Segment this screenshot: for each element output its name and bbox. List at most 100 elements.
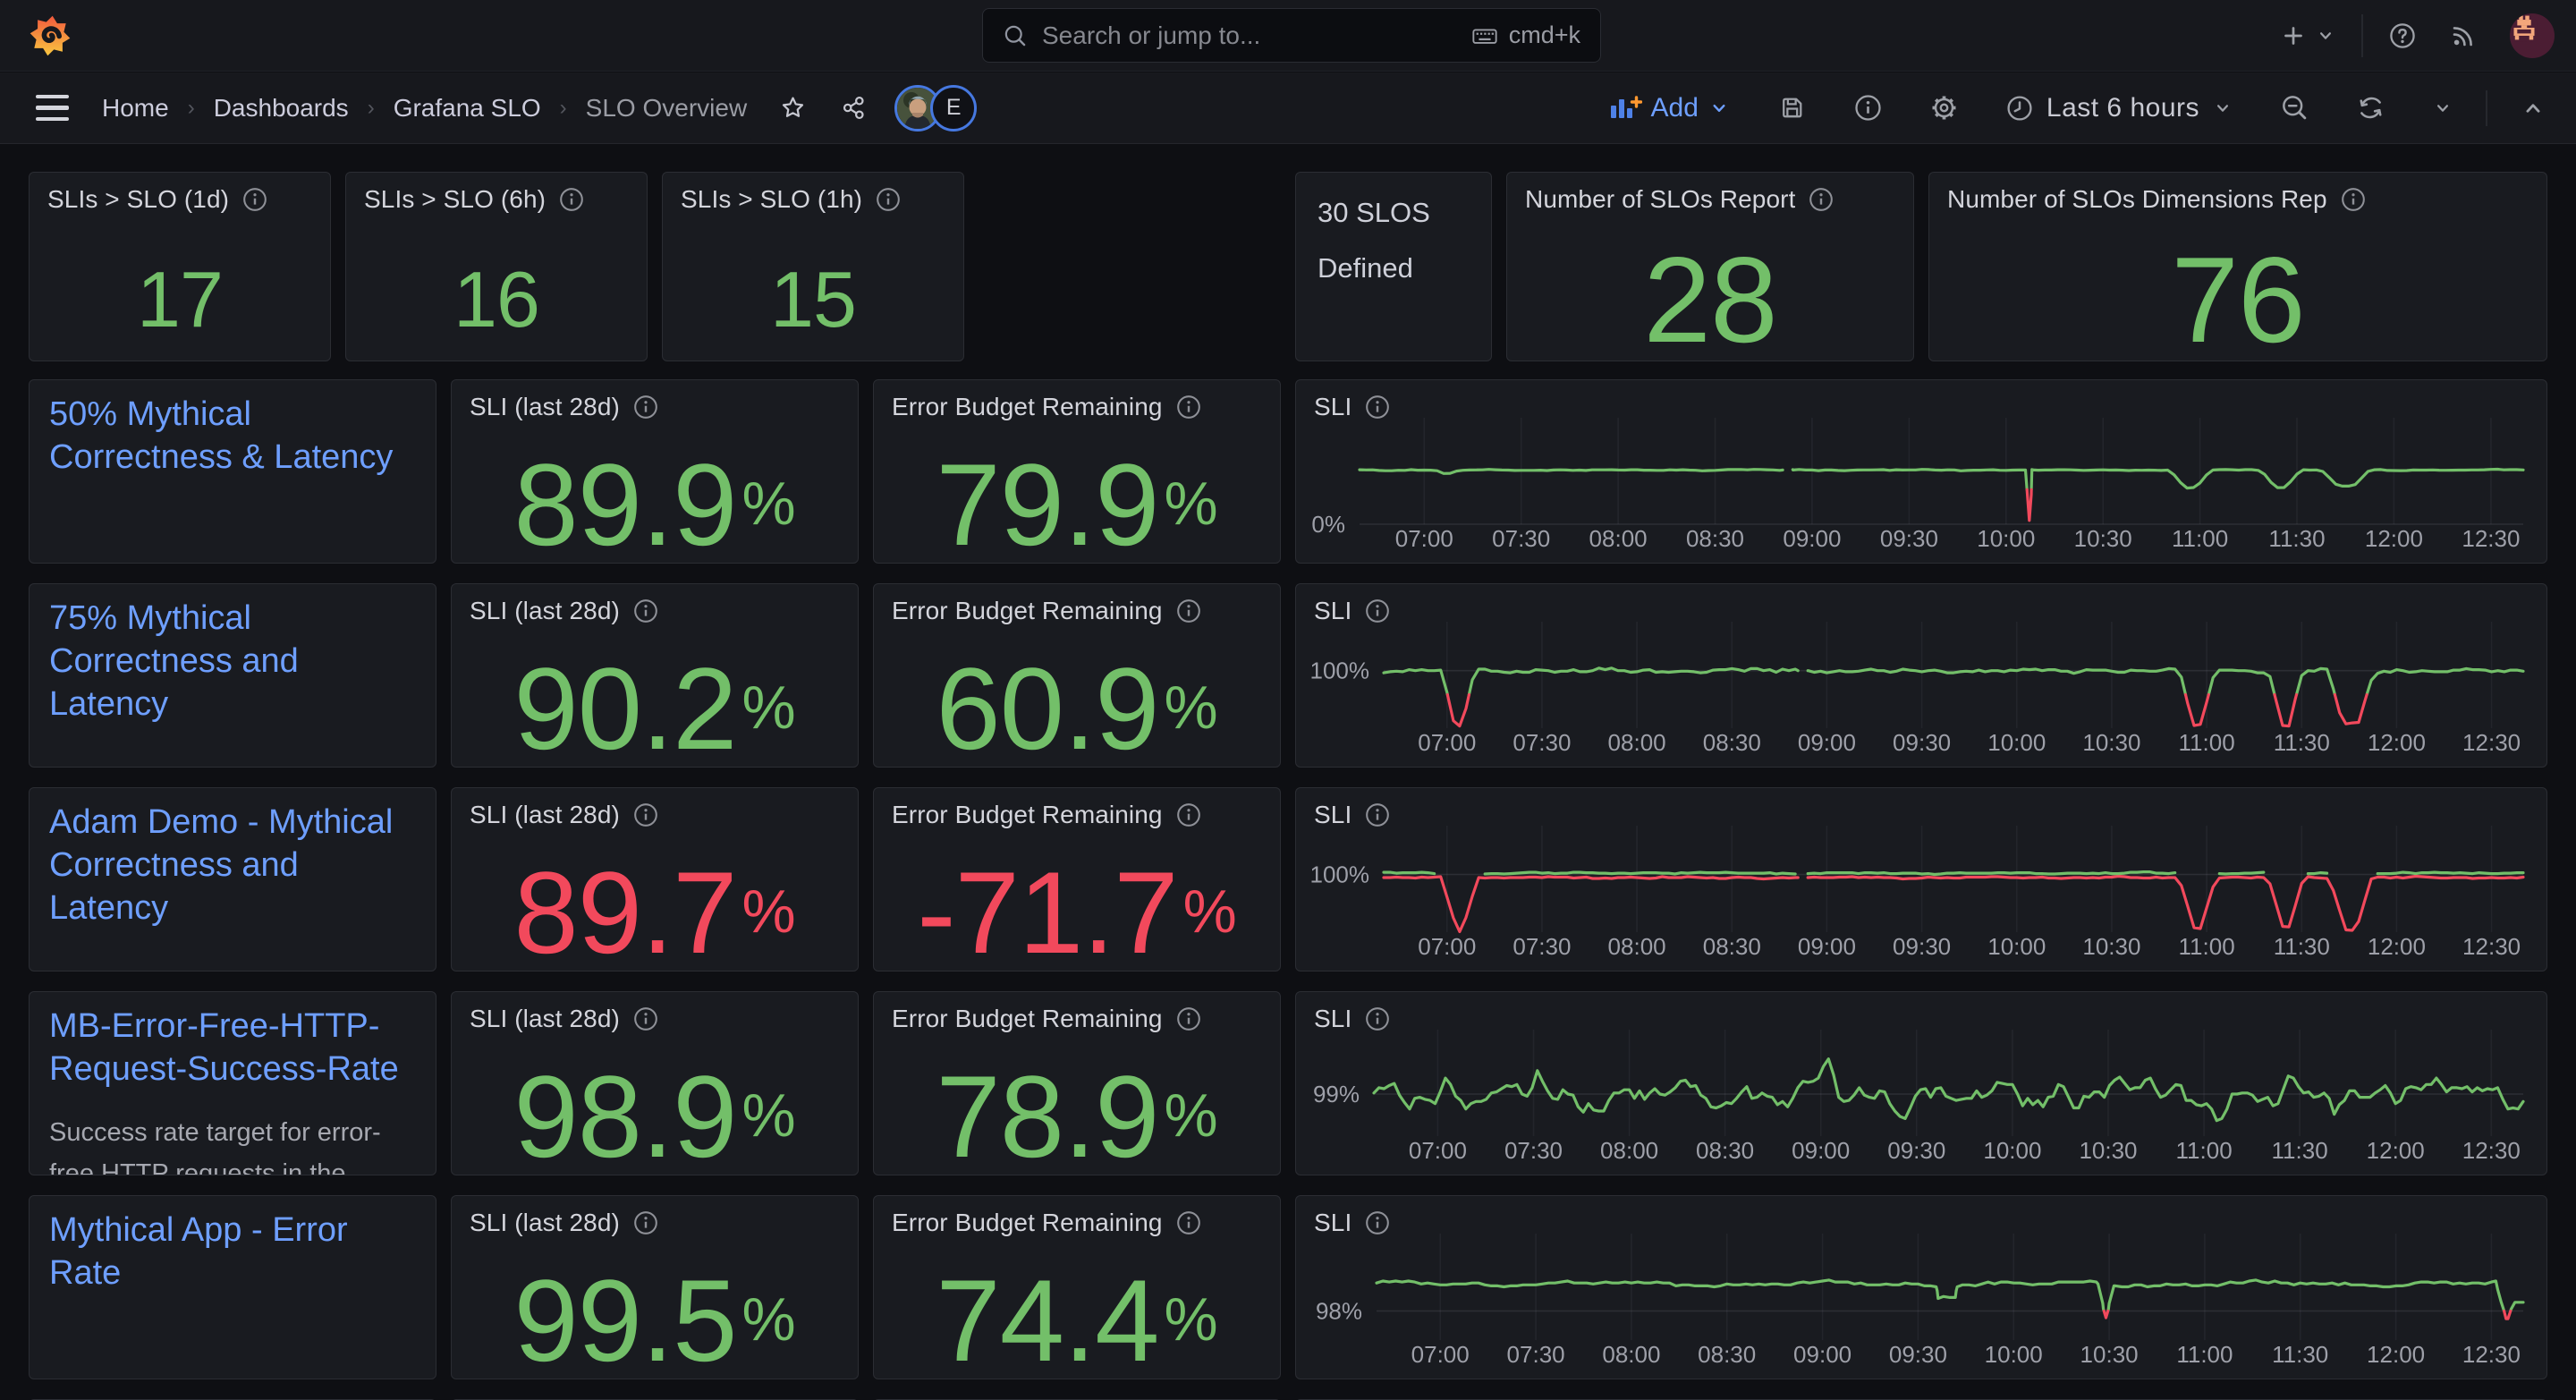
chevron-down-icon xyxy=(2315,25,2336,47)
sli-timeseries-chart[interactable]: 07:00 07:30 08:00 08:30 09:00 09:30 10:00 10:30… xyxy=(1296,584,2547,768)
stat-value: 17 xyxy=(30,216,330,361)
breadcrumb-dashboards[interactable]: Dashboards xyxy=(213,93,349,122)
sli-timeseries-chart[interactable]: 07:00 07:30 08:00 08:30 09:00 09:30 10:00 10:30… xyxy=(1296,788,2547,972)
svg-text:07:00: 07:00 xyxy=(1395,525,1453,552)
stat-value: -71.7% xyxy=(874,831,1280,971)
panel-info-icon xyxy=(632,598,659,624)
refresh-button[interactable] xyxy=(2356,93,2385,123)
svg-text:10:00: 10:00 xyxy=(1987,933,2046,960)
svg-text:09:30: 09:30 xyxy=(1893,933,1951,960)
sli-timeseries-chart[interactable]: 07:00 07:30 08:00 08:30 09:00 09:30 10:00 10:30… xyxy=(1296,1196,2547,1379)
svg-text:08:30: 08:30 xyxy=(1686,525,1744,552)
svg-text:0%: 0% xyxy=(1311,511,1345,538)
share-button[interactable] xyxy=(840,94,868,122)
panel-slo-title-row1: 50% Mythical Correctness & Latency xyxy=(29,379,436,564)
slo-link[interactable]: 75% Mythical Correctness and Latency xyxy=(49,599,299,723)
grafana-logo-icon xyxy=(30,15,71,56)
panel-slo-title-row5: Mythical App - Error Rate xyxy=(29,1195,436,1379)
svg-text:07:00: 07:00 xyxy=(1411,1341,1470,1368)
sli-timeseries-chart[interactable]: 07:00 07:30 08:00 08:30 09:00 09:30 10:00 10:30… xyxy=(1296,992,2547,1175)
svg-text:09:00: 09:00 xyxy=(1798,933,1856,960)
sli-timeseries-chart[interactable]: 07:00 07:30 08:00 08:30 09:00 09:30 10:00 10:30… xyxy=(1296,380,2547,564)
panel-header: Number of SLOs Report xyxy=(1507,173,1913,216)
svg-text:11:30: 11:30 xyxy=(2274,933,2330,960)
panel-info-icon xyxy=(242,186,268,213)
menu-toggle-button[interactable] xyxy=(36,94,69,122)
viewer-avatar-photo[interactable] xyxy=(894,84,942,132)
stat-number: 99.5 xyxy=(513,1255,737,1379)
svg-text:10:00: 10:00 xyxy=(1985,1341,2043,1368)
breadcrumb: Home › Dashboards › Grafana SLO › SLO Ov… xyxy=(102,94,747,123)
stat-number: 16 xyxy=(453,255,540,344)
panel-header: SLI (last 28d) xyxy=(452,992,858,1035)
svg-text:09:00: 09:00 xyxy=(1798,729,1856,756)
search-shortcut: cmd+k xyxy=(1471,21,1580,49)
panel-error-budget-row3: Error Budget Remaining -71.7% xyxy=(873,787,1281,972)
panel-sli-chart-row5: SLI 07:00 07:30 08:00 08:30 09:00 09:30 10:00 1… xyxy=(1295,1195,2547,1379)
dashboard-insights-button[interactable] xyxy=(1853,93,1883,123)
panel-header: SLI (last 28d) xyxy=(452,380,858,423)
slo-link[interactable]: Mythical App - Error Rate xyxy=(49,1211,348,1292)
panel-slo-title-row4: MB-Error-Free-HTTP-Request-Success-Rate … xyxy=(29,991,436,1175)
svg-text:09:00: 09:00 xyxy=(1783,525,1841,552)
svg-text:09:00: 09:00 xyxy=(1792,1137,1850,1164)
stat-number: 90.2 xyxy=(513,643,737,768)
breadcrumb-home[interactable]: Home xyxy=(102,93,169,122)
svg-text:12:30: 12:30 xyxy=(2462,1341,2521,1368)
panel-info-icon xyxy=(632,394,659,420)
breadcrumb-folder[interactable]: Grafana SLO xyxy=(393,93,541,122)
svg-text:08:00: 08:00 xyxy=(1589,525,1648,552)
svg-text:07:00: 07:00 xyxy=(1418,933,1476,960)
robot-avatar-image xyxy=(2510,13,2538,42)
news-button[interactable] xyxy=(2449,21,2478,50)
panel-title: SLI xyxy=(1314,1208,1352,1236)
info-circle-icon xyxy=(1853,93,1883,123)
stat-number: 17 xyxy=(137,255,224,344)
slo-link[interactable]: 50% Mythical Correctness & Latency xyxy=(49,395,394,476)
slo-link[interactable]: Adam Demo - Mythical Correctness and Lat… xyxy=(49,803,394,927)
search-input[interactable]: Search or jump to... cmd+k xyxy=(982,8,1601,63)
user-avatar-button[interactable] xyxy=(2510,13,2555,58)
svg-text:08:30: 08:30 xyxy=(1703,729,1761,756)
breadcrumb-current[interactable]: SLO Overview xyxy=(585,93,748,122)
svg-text:11:30: 11:30 xyxy=(2268,525,2325,552)
chevron-down-icon xyxy=(1707,97,1731,120)
svg-text:12:30: 12:30 xyxy=(2462,1137,2521,1164)
panel-header: SLI (last 28d) xyxy=(452,584,858,627)
slo-link[interactable]: MB-Error-Free-HTTP-Request-Success-Rate xyxy=(49,1007,399,1088)
panel-title: SLIs > SLO (1d) xyxy=(47,184,230,213)
svg-text:08:00: 08:00 xyxy=(1602,1341,1660,1368)
help-button[interactable] xyxy=(2388,21,2417,50)
save-icon xyxy=(1777,93,1807,123)
panel-info-icon xyxy=(632,802,659,828)
panel-error-budget-row4: Error Budget Remaining 78.9% xyxy=(873,991,1281,1175)
panel-slos-report-count: Number of SLOs Report 28 xyxy=(1506,172,1914,361)
viewer-avatar-initial[interactable]: E xyxy=(930,84,978,132)
new-menu-caret[interactable] xyxy=(2315,25,2336,47)
svg-text:12:30: 12:30 xyxy=(2462,525,2520,552)
collapse-toolbar-button[interactable] xyxy=(2520,95,2546,122)
stat-unit: % xyxy=(741,675,796,742)
panel-slo-title-row3: Adam Demo - Mythical Correctness and Lat… xyxy=(29,787,436,972)
panel-header: Error Budget Remaining xyxy=(874,992,1280,1035)
panel-title: SLIs > SLO (1h) xyxy=(681,184,863,213)
svg-text:08:30: 08:30 xyxy=(1698,1341,1756,1368)
svg-text:12:00: 12:00 xyxy=(2367,1137,2425,1164)
save-dashboard-button[interactable] xyxy=(1777,93,1807,123)
dashboard-settings-button[interactable] xyxy=(1929,93,1959,123)
stat-value: 60.9% xyxy=(874,627,1280,767)
panel-header: Error Budget Remaining xyxy=(874,584,1280,627)
new-button[interactable] xyxy=(2279,21,2308,50)
stat-unit: % xyxy=(1164,1082,1218,1150)
refresh-interval-caret[interactable] xyxy=(2432,98,2453,119)
svg-text:98%: 98% xyxy=(1316,1298,1362,1325)
zoom-out-button[interactable] xyxy=(2280,93,2309,123)
add-button[interactable]: Add xyxy=(1608,93,1731,123)
stat-number: 76 xyxy=(2171,232,2305,361)
stat-unit: % xyxy=(1164,1286,1218,1354)
time-range-picker[interactable]: Last 6 hours xyxy=(2005,93,2233,123)
favorite-star-button[interactable] xyxy=(779,94,807,122)
svg-text:11:30: 11:30 xyxy=(2274,729,2330,756)
svg-text:12:00: 12:00 xyxy=(2365,525,2423,552)
svg-text:10:30: 10:30 xyxy=(2082,729,2140,756)
